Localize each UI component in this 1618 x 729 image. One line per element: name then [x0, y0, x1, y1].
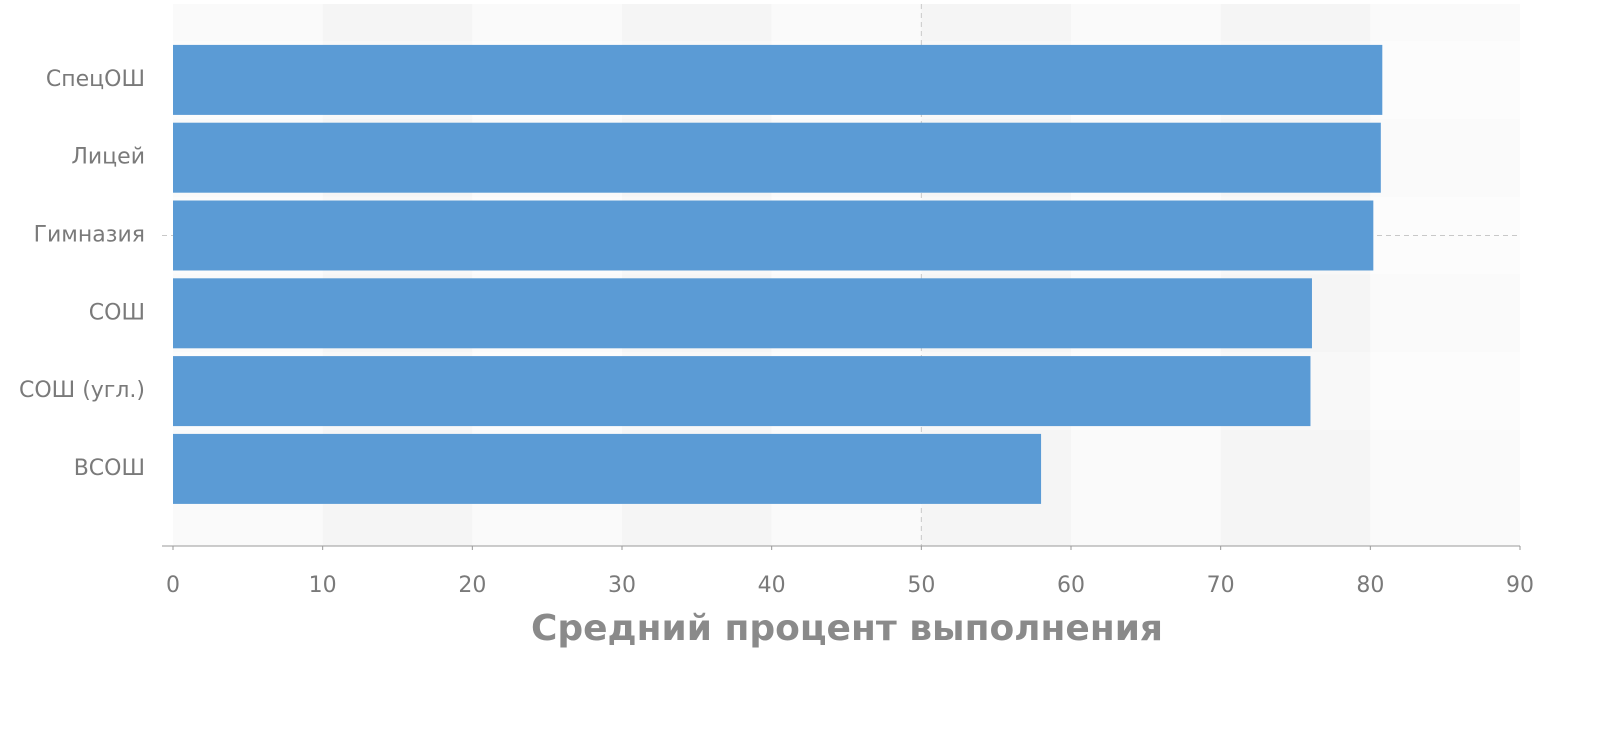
- y-tick-label: ВСОШ: [74, 456, 145, 481]
- plot-band: [1370, 4, 1520, 546]
- bar: [173, 356, 1311, 427]
- bar: [173, 200, 1374, 271]
- x-tick-label: 40: [758, 573, 786, 598]
- x-tick-label: 10: [309, 573, 337, 598]
- bar: [173, 44, 1383, 115]
- bar: [173, 122, 1381, 193]
- x-tick-label: 80: [1356, 573, 1384, 598]
- y-tick-label: Лицей: [71, 145, 145, 170]
- y-tick-label: СОШ (угл.): [19, 378, 145, 403]
- x-tick-label: 50: [907, 573, 935, 598]
- y-tick-label: СОШ: [89, 300, 145, 325]
- x-tick-label: 0: [166, 573, 180, 598]
- x-tick-label: 30: [608, 573, 636, 598]
- y-tick-label: СпецОШ: [46, 67, 145, 92]
- x-axis-title: Средний процент выполнения: [531, 608, 1163, 649]
- x-tick-label: 20: [458, 573, 486, 598]
- bar: [173, 433, 1042, 504]
- x-tick-label: 60: [1057, 573, 1085, 598]
- y-tick-label: Гимназия: [34, 223, 145, 248]
- x-tick-label: 90: [1506, 573, 1534, 598]
- bar: [173, 278, 1312, 349]
- x-tick-label: 70: [1207, 573, 1235, 598]
